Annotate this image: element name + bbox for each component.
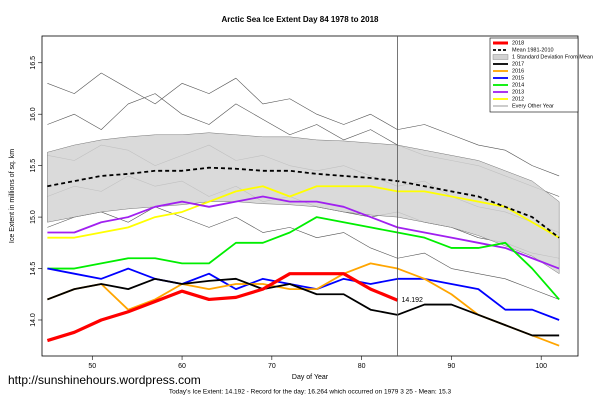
x-tick-label: 100 [535, 363, 547, 370]
x-tick-label: 60 [178, 363, 186, 370]
y-axis-label: Ice Extent in millions of sq. km [9, 149, 16, 243]
x-tick-label: 70 [268, 363, 276, 370]
legend-label: 2014 [512, 82, 524, 88]
data-line [47, 195, 560, 270]
plot-frame [41, 35, 579, 357]
x-tick-label: 80 [358, 363, 366, 370]
annotation: 14.192 [402, 297, 424, 304]
y-tick-label: 14.5 [30, 262, 37, 276]
data-line [47, 166, 560, 239]
std-band [47, 132, 560, 275]
x-tick-label: 50 [88, 363, 96, 370]
chart-title: Arctic Sea Ice Extent Day 84 1978 to 201… [222, 15, 380, 24]
legend-label: 2013 [512, 89, 524, 95]
data-line [47, 216, 560, 300]
y-tick-label: 15.5 [30, 159, 37, 173]
legend-swatch [492, 54, 509, 60]
footer: Today's Ice Extent: 14.192 - Record for … [169, 389, 452, 396]
data-line [47, 72, 560, 177]
legend-label: Mean 1981-2010 [512, 47, 554, 53]
x-tick-label: 90 [448, 363, 456, 370]
legend-label: 2018 [512, 40, 524, 46]
legend-label: 2017 [512, 61, 524, 67]
legend-label: 1 Standard Deviation From Mean [512, 54, 593, 60]
y-tick-label: 16.5 [30, 56, 37, 70]
legend-label: 2015 [512, 75, 524, 81]
legend-label: 2016 [512, 68, 524, 74]
watermark: http://sunshinehours.wordpress.com [8, 373, 201, 387]
data-line [47, 206, 560, 300]
y-tick-label: 16.0 [30, 107, 37, 121]
data-line [47, 262, 560, 347]
legend-label: Every Other Year [512, 103, 554, 109]
y-tick-label: 15.0 [30, 210, 37, 224]
x-axis-label: Day of Year [292, 374, 329, 381]
data-line [47, 185, 560, 239]
y-tick-label: 14.0 [30, 313, 37, 327]
data-line [46, 272, 399, 343]
data-line [47, 267, 560, 321]
data-line [47, 277, 560, 337]
legend-label: 2012 [512, 96, 524, 102]
